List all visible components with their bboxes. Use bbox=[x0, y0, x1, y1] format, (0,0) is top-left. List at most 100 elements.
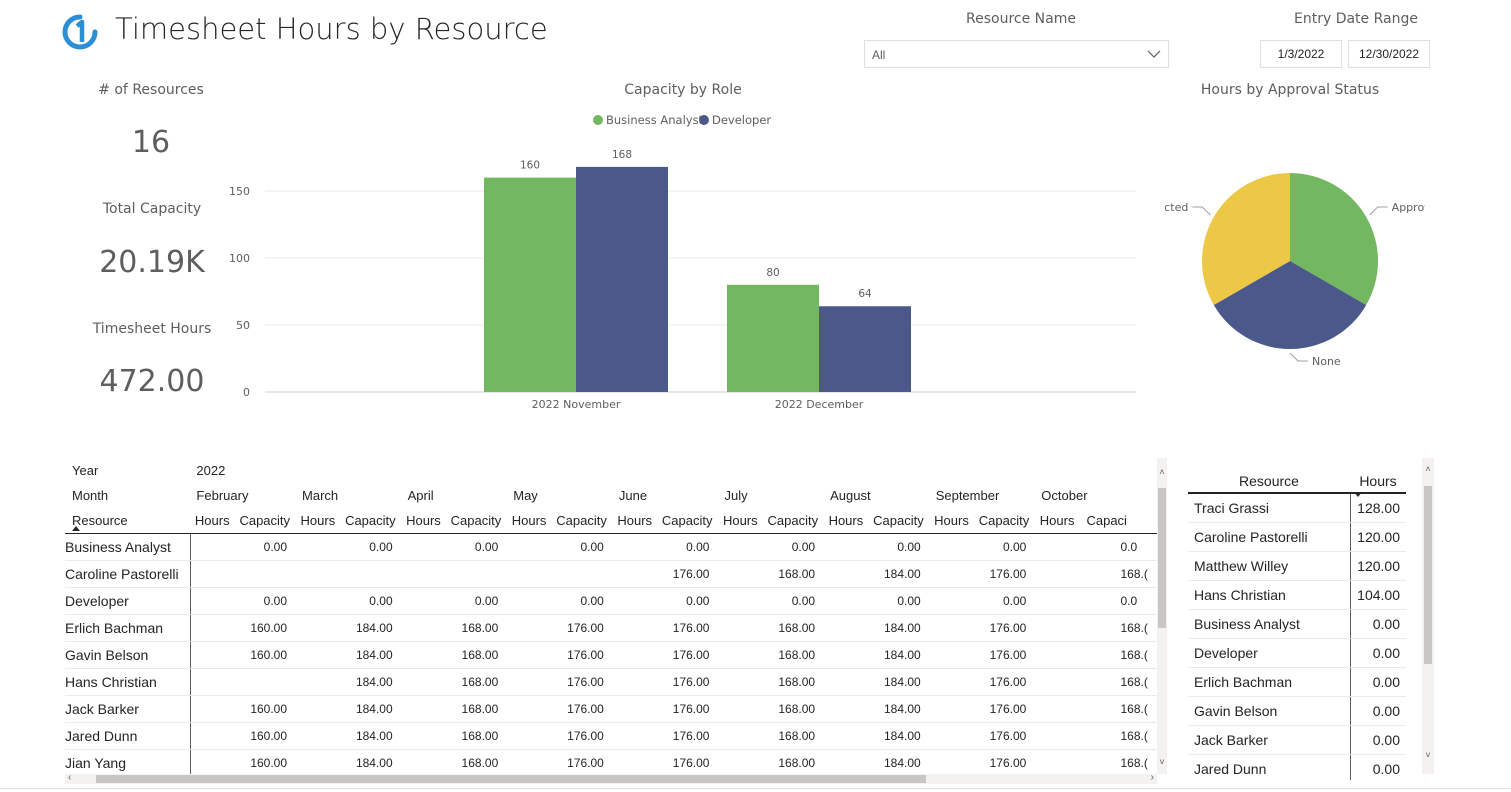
bar-business-analyst[interactable] bbox=[727, 284, 819, 392]
bar-developer[interactable] bbox=[819, 306, 911, 392]
matrix-cell: 176.00 bbox=[658, 641, 719, 669]
table-row[interactable]: Jared Dunn 0.00 bbox=[1188, 754, 1406, 780]
col-header-capacity[interactable]: Capaci bbox=[1080, 508, 1157, 534]
col-header-hours[interactable]: Hours bbox=[1350, 458, 1406, 497]
table-row[interactable]: Business Analyst 0.00 bbox=[1188, 609, 1406, 639]
matrix-row[interactable]: Caroline Pastorelli 176.00 168.00 184.00 176… bbox=[65, 560, 1157, 588]
resource-dropdown[interactable]: All bbox=[864, 40, 1169, 68]
scroll-right-icon[interactable]: › bbox=[1150, 772, 1154, 783]
approval-chart-title: Hours by Approval Status bbox=[1200, 82, 1380, 98]
col-header-hours[interactable]: Hours bbox=[718, 508, 764, 534]
table-row[interactable]: Jack Barker 0.00 bbox=[1188, 725, 1406, 755]
matrix-cell: 168.00 bbox=[446, 749, 508, 774]
col-header-hours[interactable]: Hours bbox=[1035, 508, 1081, 534]
capacity-card-value: 20.19K bbox=[99, 245, 205, 280]
scroll-up-icon[interactable]: ˄ bbox=[1425, 464, 1431, 474]
matrix-cell: 176.00 bbox=[974, 668, 1036, 696]
data-label: 80 bbox=[766, 267, 779, 279]
bar-developer[interactable] bbox=[576, 166, 668, 392]
month-header-may[interactable]: May bbox=[513, 488, 538, 503]
matrix-cell bbox=[190, 668, 236, 696]
capacity-by-role-chart[interactable]: Business Analyst Developer 0 50 100 150 160 168… bbox=[220, 105, 1145, 415]
matrix-horizontal-scrollbar[interactable]: ‹ › bbox=[65, 772, 1157, 784]
date-end-input[interactable]: 12/30/2022 bbox=[1348, 40, 1430, 68]
matrix-cell bbox=[1035, 749, 1081, 774]
col-header-capacity[interactable]: Capacity bbox=[235, 508, 297, 534]
matrix-cell: 160.00 bbox=[235, 749, 297, 774]
col-header-capacity[interactable]: Capacity bbox=[869, 508, 930, 534]
row-resource-name: Business Analyst bbox=[65, 533, 191, 561]
matrix-row[interactable]: Jared Dunn 160.00 184.00 168.00 176.00 176.00… bbox=[65, 722, 1157, 750]
scroll-up-icon[interactable]: ˄ bbox=[1159, 467, 1165, 477]
row-resource-name: Traci Grassi bbox=[1188, 493, 1351, 523]
col-header-capacity[interactable]: Capacity bbox=[658, 508, 719, 534]
matrix-row[interactable]: Business Analyst 0.00 0.00 0.00 0.00 0.00 0.00… bbox=[65, 533, 1157, 561]
scroll-down-icon[interactable]: ˅ bbox=[1425, 750, 1431, 760]
scroll-down-icon[interactable]: ˅ bbox=[1159, 757, 1165, 767]
row-resource-name: Gavin Belson bbox=[1188, 696, 1351, 726]
scroll-left-icon[interactable]: ‹ bbox=[68, 772, 72, 783]
col-header-capacity[interactable]: Capacity bbox=[763, 508, 825, 534]
matrix-row[interactable]: Jian Yang 160.00 184.00 168.00 176.00 176.00 1… bbox=[65, 749, 1157, 774]
col-header-hours[interactable]: Hours bbox=[190, 508, 236, 534]
matrix-vertical-scrollbar[interactable]: ˄ ˅ bbox=[1157, 458, 1167, 774]
table-row[interactable]: Erlich Bachman 0.00 bbox=[1188, 667, 1406, 697]
capacity-chart-title: Capacity by Role bbox=[624, 82, 742, 98]
resource-header[interactable]: Resource bbox=[65, 508, 191, 534]
matrix-cell: 168.00 bbox=[446, 668, 508, 696]
month-header-september[interactable]: September bbox=[935, 488, 1000, 503]
col-header-hours[interactable]: Hours bbox=[612, 508, 659, 534]
col-header-hours[interactable]: Hours bbox=[507, 508, 553, 534]
matrix-row[interactable]: Hans Christian 184.00 168.00 176.00 176.00 16… bbox=[65, 668, 1157, 696]
month-header-march[interactable]: March bbox=[302, 488, 339, 503]
col-header-capacity[interactable]: Capacity bbox=[446, 508, 508, 534]
data-label: 160 bbox=[520, 160, 540, 172]
year-value[interactable]: 2022 bbox=[196, 463, 226, 478]
month-header-february[interactable]: February bbox=[196, 488, 249, 503]
table-row[interactable]: Gavin Belson 0.00 bbox=[1188, 696, 1406, 726]
col-header-resource[interactable]: Resource bbox=[1188, 458, 1350, 494]
matrix-hscroll-thumb[interactable] bbox=[96, 775, 926, 783]
matrix-row[interactable]: Gavin Belson 160.00 184.00 168.00 176.00 176.… bbox=[65, 641, 1157, 669]
col-header-hours[interactable]: Hours bbox=[929, 508, 975, 534]
table-row[interactable]: Hans Christian 104.00 bbox=[1188, 580, 1406, 610]
date-start-input[interactable]: 1/3/2022 bbox=[1260, 40, 1342, 68]
table-scroll-thumb[interactable] bbox=[1424, 486, 1432, 664]
pie-slice-rejected[interactable] bbox=[1202, 173, 1290, 305]
col-header-capacity[interactable]: Capacity bbox=[974, 508, 1036, 534]
month-header-july[interactable]: July bbox=[724, 488, 748, 503]
approval-status-pie[interactable]: Approved None Rejected bbox=[1165, 150, 1425, 375]
month-header-august[interactable]: August bbox=[830, 488, 871, 503]
table-row[interactable]: Matthew Willey 120.00 bbox=[1188, 551, 1406, 581]
month-header-april[interactable]: April bbox=[407, 488, 434, 503]
resource-table-scrollbar[interactable]: ˄ ˅ bbox=[1422, 458, 1434, 774]
matrix-cell: 0.00 bbox=[974, 533, 1036, 561]
col-header-hours[interactable]: Hours bbox=[296, 508, 342, 534]
pie-slice-approved[interactable] bbox=[1290, 173, 1378, 305]
bar-business-analyst[interactable] bbox=[484, 177, 576, 392]
row-resource-name: Jared Dunn bbox=[65, 722, 191, 750]
chart-legend[interactable]: Business Analyst Developer bbox=[593, 113, 771, 127]
matrix-cell bbox=[507, 749, 553, 774]
col-header-capacity[interactable]: Capacity bbox=[552, 508, 613, 534]
matrix-cell bbox=[612, 560, 659, 588]
table-row[interactable]: Traci Grassi 128.00 bbox=[1188, 493, 1406, 523]
capacity-card-label: Total Capacity bbox=[102, 201, 202, 217]
table-row[interactable]: Caroline Pastorelli 120.00 bbox=[1188, 522, 1406, 552]
col-header-capacity[interactable]: Capacity bbox=[341, 508, 402, 534]
month-header-october[interactable]: October bbox=[1041, 488, 1088, 503]
legend-marker-1 bbox=[699, 115, 709, 125]
col-header-hours[interactable]: Hours bbox=[401, 508, 447, 534]
col-header-hours[interactable]: Hours bbox=[824, 508, 870, 534]
matrix-scroll-thumb[interactable] bbox=[1158, 488, 1166, 628]
pie-slice-none[interactable] bbox=[1213, 261, 1367, 349]
bottom-divider bbox=[0, 788, 1511, 789]
matrix-cell bbox=[718, 641, 764, 669]
table-row[interactable]: Developer 0.00 bbox=[1188, 638, 1406, 668]
matrix-cell bbox=[718, 668, 764, 696]
month-header-june[interactable]: June bbox=[618, 488, 648, 503]
matrix-row[interactable]: Developer 0.00 0.00 0.00 0.00 0.00 0.00 0.00 0.0… bbox=[65, 587, 1157, 615]
matrix-cell bbox=[1035, 533, 1081, 561]
matrix-row[interactable]: Jack Barker 160.00 184.00 168.00 176.00 176.0… bbox=[65, 695, 1157, 723]
matrix-row[interactable]: Erlich Bachman 160.00 184.00 168.00 176.00 17… bbox=[65, 614, 1157, 642]
